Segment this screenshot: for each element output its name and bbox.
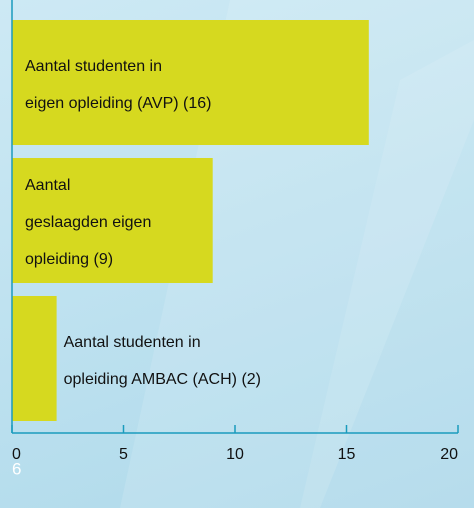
page-number: 6	[12, 459, 21, 478]
x-tick-label: 0	[12, 446, 21, 463]
x-tick-label: 20	[440, 446, 458, 463]
category-label: Aantal geslaagden eigen opleiding (9)	[25, 177, 152, 268]
x-tick-label: 15	[338, 446, 356, 463]
bar	[12, 296, 57, 421]
x-tick-label: 5	[119, 446, 128, 463]
bar	[12, 158, 213, 283]
bar	[12, 20, 369, 145]
background-shape	[300, 40, 474, 508]
category-label: Aantal studenten in eigen opleiding (AVP…	[25, 57, 212, 112]
category-label: Aantal studenten in opleiding AMBAC (ACH…	[63, 333, 261, 388]
x-tick-label: 10	[226, 446, 244, 463]
